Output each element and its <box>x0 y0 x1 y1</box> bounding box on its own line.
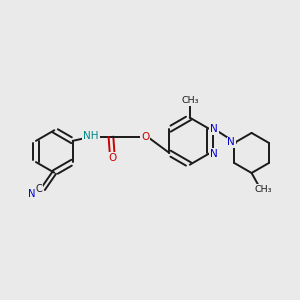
Text: CH₃: CH₃ <box>254 185 272 194</box>
Text: N: N <box>210 148 218 158</box>
Text: N: N <box>210 124 218 134</box>
Text: NH: NH <box>83 131 99 141</box>
Text: O: O <box>108 153 116 163</box>
Text: N: N <box>28 189 35 199</box>
Text: CH₃: CH₃ <box>182 96 199 105</box>
Text: O: O <box>141 132 149 142</box>
Text: C: C <box>35 184 42 194</box>
Text: N: N <box>227 137 235 147</box>
